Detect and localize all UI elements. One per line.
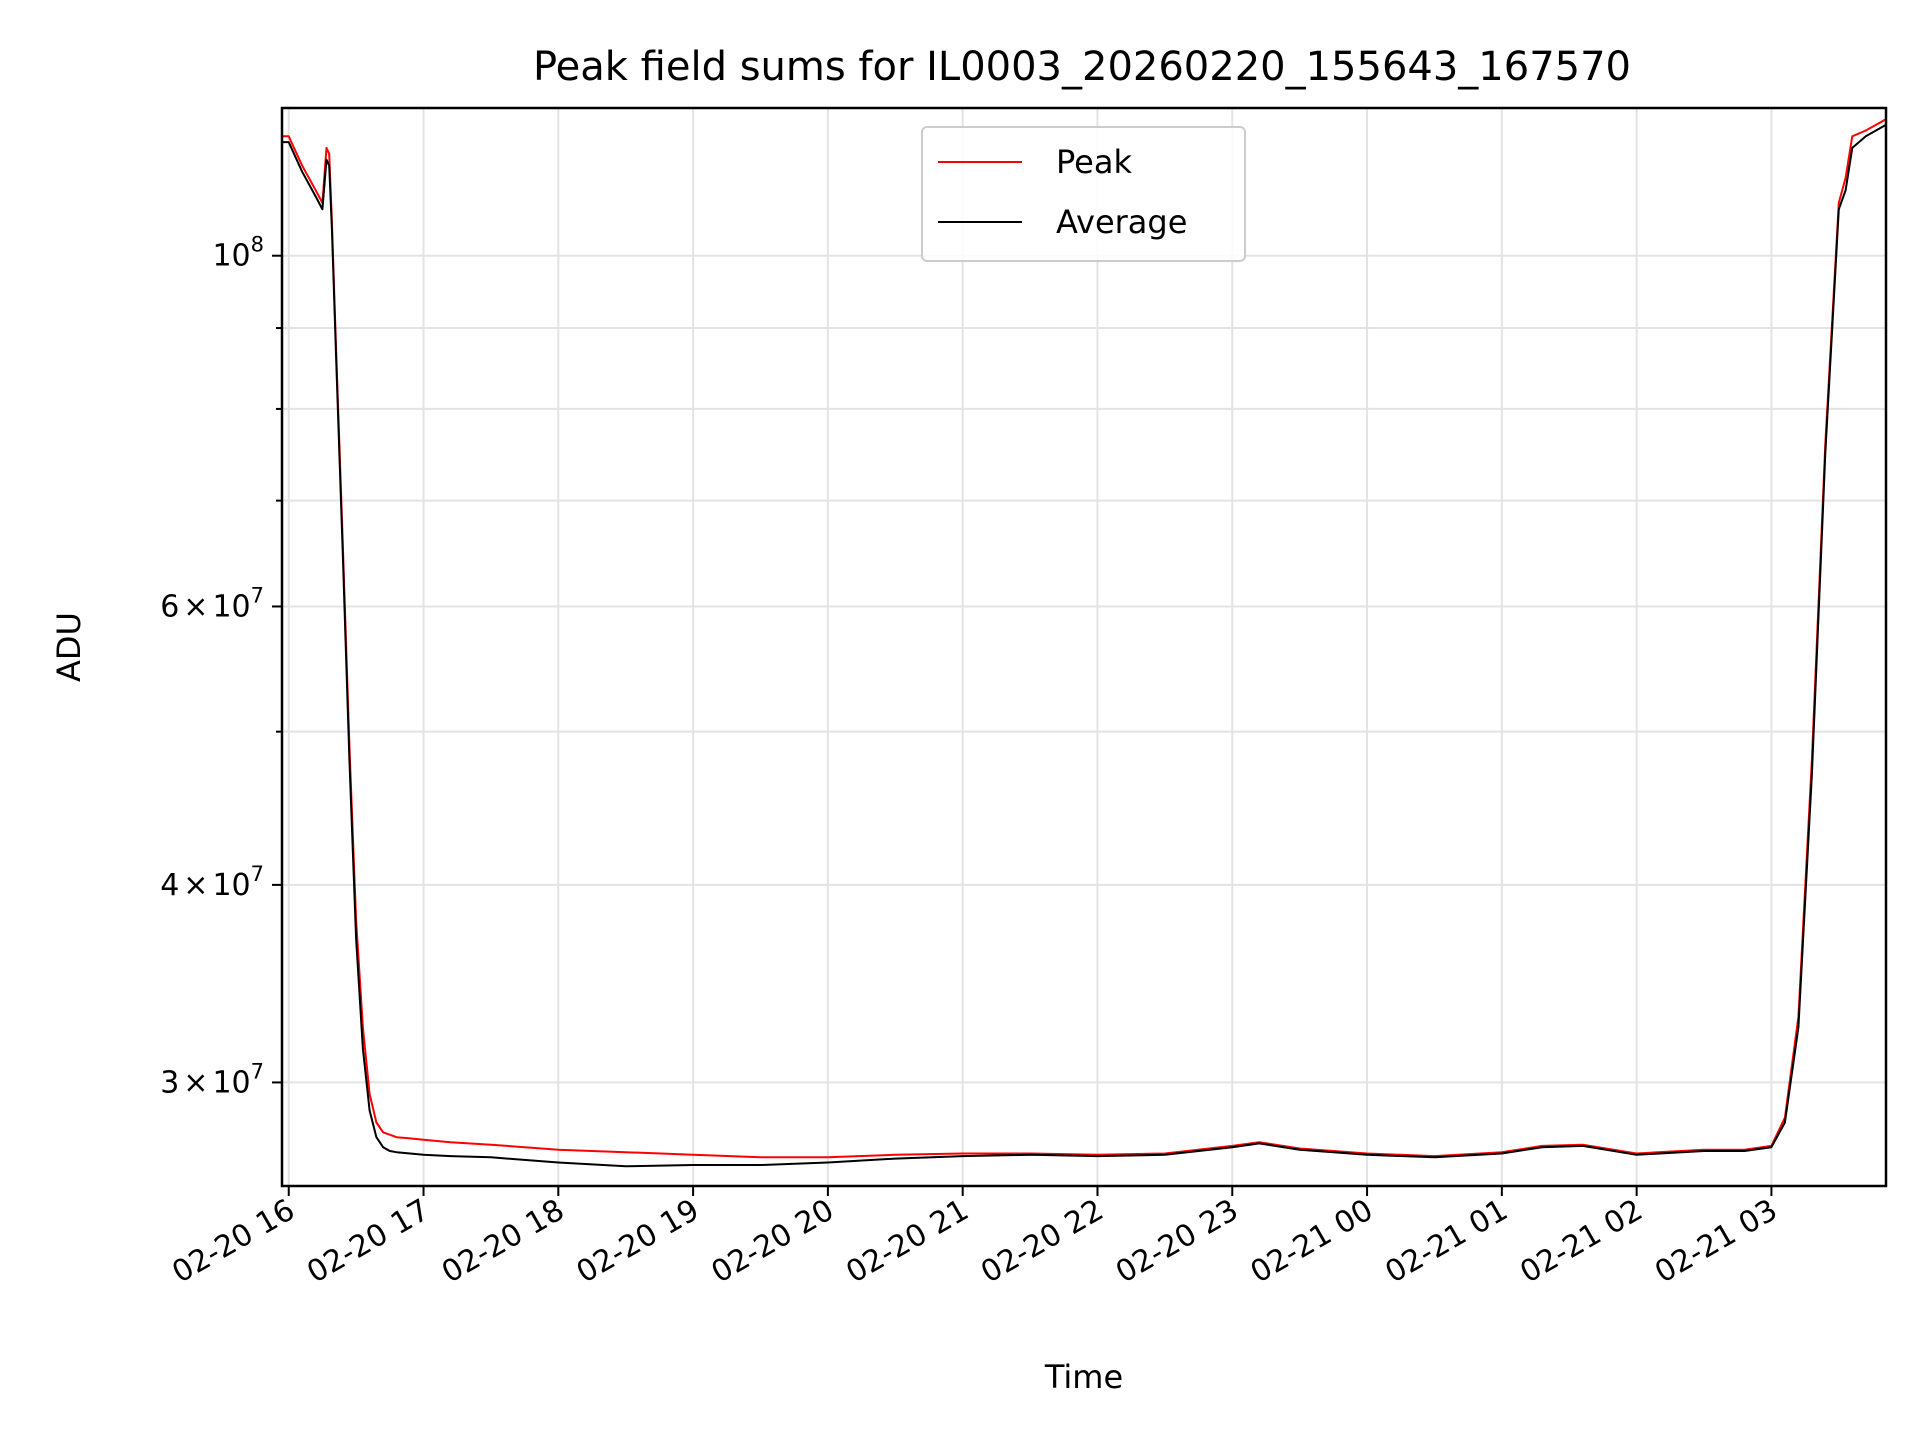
legend-box — [921, 126, 1246, 262]
x-axis-label: Time — [1044, 1358, 1123, 1396]
grid — [282, 108, 1886, 1186]
x-tick-label: 02-20 18 — [436, 1193, 570, 1291]
x-tick-label: 02-20 20 — [706, 1193, 840, 1291]
plot-frame — [280, 106, 1888, 1188]
x-tick-label: 02-21 02 — [1514, 1193, 1648, 1291]
x-tick-label: 02-20 21 — [840, 1193, 974, 1291]
chart-title: Peak field sums for IL0003_20260220_1556… — [533, 44, 1631, 90]
x-tick-label: 02-20 19 — [571, 1193, 705, 1291]
legend-label-peak: Peak — [1056, 143, 1132, 181]
y-axis-label: ADU — [50, 612, 88, 682]
x-tick-label: 02-21 01 — [1380, 1193, 1514, 1291]
y-tick-label: 3 × 107 — [160, 1059, 264, 1100]
y-tick-label: 4 × 107 — [160, 862, 264, 903]
y-tick-label: 108 — [212, 233, 264, 274]
plot-series — [282, 118, 1886, 1168]
x-axis: 02-20 16 02-20 17 02-20 18 02-20 19 02-20 20… — [166, 1186, 1783, 1290]
x-tick-label: 02-20 17 — [301, 1193, 435, 1291]
x-tick-label: 02-21 00 — [1245, 1193, 1379, 1291]
x-tick-label: 02-20 16 — [166, 1193, 300, 1291]
legend: Peak Average — [921, 126, 1246, 262]
legend-label-average: Average — [1056, 203, 1187, 241]
series-line-average — [282, 123, 1886, 1168]
x-tick-label: 02-20 23 — [1110, 1193, 1244, 1291]
y-tick-label: 6 × 107 — [160, 583, 264, 624]
x-tick-label: 02-20 22 — [975, 1193, 1109, 1291]
y-axis: 3 × 107 4 × 107 6 × 107 108 — [160, 233, 282, 1100]
series-line-peak — [282, 118, 1886, 1159]
x-tick-label: 02-21 03 — [1649, 1193, 1783, 1291]
